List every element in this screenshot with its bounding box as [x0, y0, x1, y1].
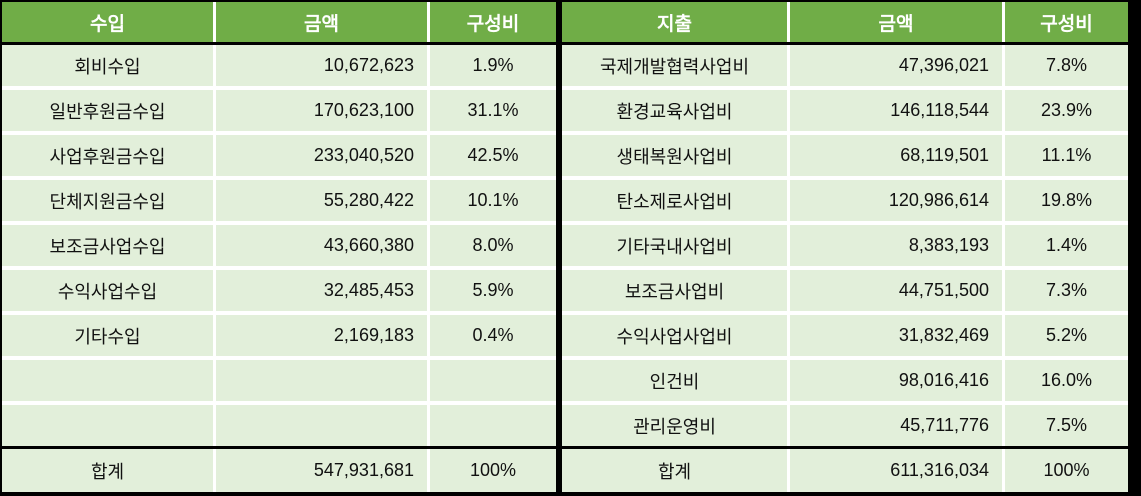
row-label-cell: 수익사업사업비 — [562, 315, 787, 356]
amount-cell: 47,396,021 — [790, 45, 1002, 86]
total-divider — [2, 446, 556, 449]
row-label-cell: 관리운영비 — [562, 405, 787, 446]
table-row: 관리운영비 45,711,776 7.5% — [562, 405, 1128, 446]
row-label-cell: 국제개발협력사업비 — [562, 45, 787, 86]
amount-cell: 44,751,500 — [790, 270, 1002, 311]
header-cell-ratio: 구성비 — [1005, 2, 1128, 42]
total-label-cell: 합계 — [2, 449, 213, 492]
total-ratio-cell: 100% — [430, 449, 556, 492]
table-row — [2, 360, 556, 401]
income-total-row: 합계 547,931,681 100% — [2, 449, 556, 492]
ratio-cell: 31.1% — [430, 90, 556, 131]
amount-cell: 10,672,623 — [216, 45, 427, 86]
table-row: 보조금사업비 44,751,500 7.3% — [562, 270, 1128, 311]
total-amount-cell: 611,316,034 — [790, 449, 1002, 492]
ratio-cell — [430, 360, 556, 401]
total-ratio-cell: 100% — [1005, 449, 1128, 492]
header-cell-amount: 금액 — [790, 2, 1002, 42]
total-label-cell: 합계 — [562, 449, 787, 492]
ratio-cell — [430, 405, 556, 446]
amount-cell — [216, 360, 427, 401]
ratio-cell: 1.4% — [1005, 225, 1128, 266]
amount-cell — [216, 405, 427, 446]
table-row: 보조금사업수입 43,660,380 8.0% — [2, 225, 556, 266]
table-row: 수익사업사업비 31,832,469 5.2% — [562, 315, 1128, 356]
header-cell-amount: 금액 — [216, 2, 427, 42]
expense-table-body: 국제개발협력사업비 47,396,021 7.8% 환경교육사업비 146,118,54… — [562, 45, 1128, 446]
ratio-cell: 19.8% — [1005, 180, 1128, 221]
header-cell-income: 수입 — [2, 2, 213, 42]
expense-header-row: 지출 금액 구성비 — [562, 2, 1128, 42]
amount-cell: 8,383,193 — [790, 225, 1002, 266]
row-label-cell: 기타수입 — [2, 315, 213, 356]
ratio-cell: 7.5% — [1005, 405, 1128, 446]
ratio-cell: 10.1% — [430, 180, 556, 221]
amount-cell: 233,040,520 — [216, 135, 427, 176]
row-label-cell: 보조금사업비 — [562, 270, 787, 311]
table-row: 단체지원금수입 55,280,422 10.1% — [2, 180, 556, 221]
header-cell-ratio: 구성비 — [430, 2, 556, 42]
table-row: 탄소제로사업비 120,986,614 19.8% — [562, 180, 1128, 221]
row-label-cell: 회비수입 — [2, 45, 213, 86]
row-label-cell: 보조금사업수입 — [2, 225, 213, 266]
amount-cell: 170,623,100 — [216, 90, 427, 131]
amount-cell: 120,986,614 — [790, 180, 1002, 221]
row-label-cell: 생태복원사업비 — [562, 135, 787, 176]
total-amount-cell: 547,931,681 — [216, 449, 427, 492]
ratio-cell: 0.4% — [430, 315, 556, 356]
table-row: 국제개발협력사업비 47,396,021 7.8% — [562, 45, 1128, 86]
ratio-cell: 23.9% — [1005, 90, 1128, 131]
table-row: 기타수입 2,169,183 0.4% — [2, 315, 556, 356]
row-label-cell: 인건비 — [562, 360, 787, 401]
header-cell-expense: 지출 — [562, 2, 787, 42]
table-row: 수익사업수입 32,485,453 5.9% — [2, 270, 556, 311]
expense-total-row: 합계 611,316,034 100% — [562, 449, 1128, 492]
ratio-cell: 5.2% — [1005, 315, 1128, 356]
header-divider — [562, 42, 1128, 45]
ratio-cell: 16.0% — [1005, 360, 1128, 401]
amount-cell: 43,660,380 — [216, 225, 427, 266]
ratio-cell: 7.8% — [1005, 45, 1128, 86]
amount-cell: 98,016,416 — [790, 360, 1002, 401]
amount-cell: 32,485,453 — [216, 270, 427, 311]
row-label-cell: 환경교육사업비 — [562, 90, 787, 131]
table-row: 기타국내사업비 8,383,193 1.4% — [562, 225, 1128, 266]
ratio-cell: 1.9% — [430, 45, 556, 86]
table-row: 사업후원금수입 233,040,520 42.5% — [2, 135, 556, 176]
income-header-row: 수입 금액 구성비 — [2, 2, 556, 42]
amount-cell: 2,169,183 — [216, 315, 427, 356]
amount-cell: 68,119,501 — [790, 135, 1002, 176]
ratio-cell: 11.1% — [1005, 135, 1128, 176]
row-label-cell: 탄소제로사업비 — [562, 180, 787, 221]
table-row — [2, 405, 556, 446]
table-row: 인건비 98,016,416 16.0% — [562, 360, 1128, 401]
table-row: 일반후원금수입 170,623,100 31.1% — [2, 90, 556, 131]
income-table: 수입 금액 구성비 회비수입 10,672,623 1.9% 일반후원금수입 170,6… — [2, 2, 556, 492]
amount-cell: 146,118,544 — [790, 90, 1002, 131]
row-label-cell — [2, 360, 213, 401]
amount-cell: 55,280,422 — [216, 180, 427, 221]
total-divider — [562, 446, 1128, 449]
row-label-cell: 수익사업수입 — [2, 270, 213, 311]
income-table-body: 회비수입 10,672,623 1.9% 일반후원금수입 170,623,100 31.1… — [2, 45, 556, 446]
table-row: 환경교육사업비 146,118,544 23.9% — [562, 90, 1128, 131]
row-label-cell: 사업후원금수입 — [2, 135, 213, 176]
expense-table: 지출 금액 구성비 국제개발협력사업비 47,396,021 7.8% 환경교육사업비… — [562, 2, 1128, 492]
ratio-cell: 7.3% — [1005, 270, 1128, 311]
row-label-cell: 기타국내사업비 — [562, 225, 787, 266]
ratio-cell: 5.9% — [430, 270, 556, 311]
amount-cell: 31,832,469 — [790, 315, 1002, 356]
table-row: 생태복원사업비 68,119,501 11.1% — [562, 135, 1128, 176]
row-label-cell — [2, 405, 213, 446]
row-label-cell: 단체지원금수입 — [2, 180, 213, 221]
header-divider — [2, 42, 556, 45]
ratio-cell: 8.0% — [430, 225, 556, 266]
ratio-cell: 42.5% — [430, 135, 556, 176]
amount-cell: 45,711,776 — [790, 405, 1002, 446]
row-label-cell: 일반후원금수입 — [2, 90, 213, 131]
table-row: 회비수입 10,672,623 1.9% — [2, 45, 556, 86]
